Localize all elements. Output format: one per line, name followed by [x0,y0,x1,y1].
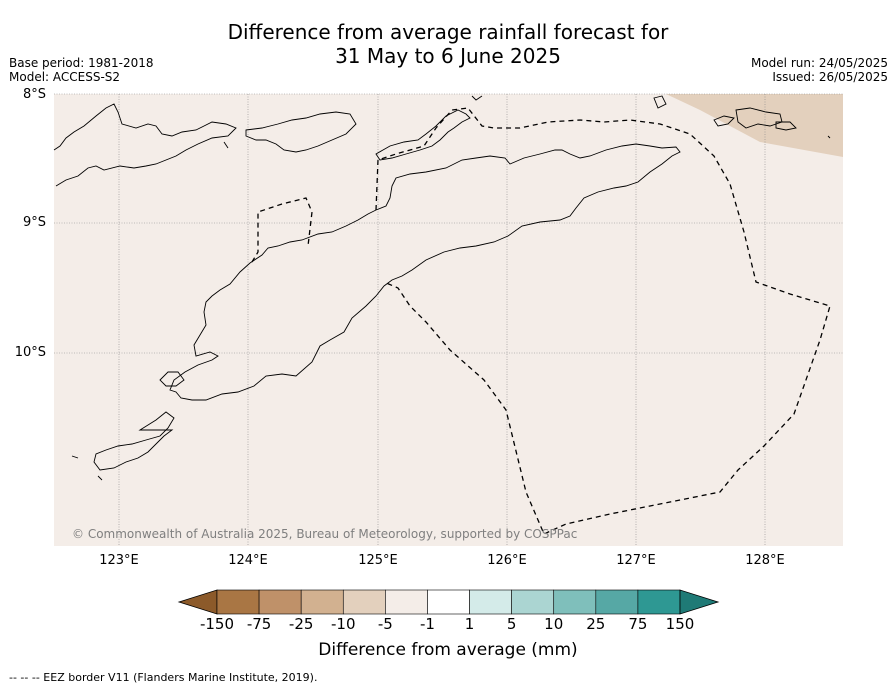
colorbar-title: Difference from average (mm) [318,640,578,660]
timor-coastline [169,143,681,401]
model-name: Model: ACCESS-S2 [9,70,121,84]
colorbar-tick-label: 1 [464,615,475,633]
colorbar-tick-label: -75 [246,615,272,633]
copyright-notice: © Commonwealth of Australia 2025, Bureau… [72,527,578,541]
colorbar-segment [258,589,302,615]
colorbar-tick-label: 10 [544,615,564,633]
model-info: Base period: 1981-2018 Model: ACCESS-S2 [9,56,154,84]
eez-legend-note: -- -- -- EEZ border V11 (Flanders Marine… [9,671,318,684]
colorbar-tick-label: 150 [665,615,695,633]
colorbar-extend-low [177,589,218,615]
colorbar-segment [300,589,344,615]
lat-tick-8s: 8°S [22,87,46,102]
colorbar-segment [595,589,639,615]
map-background [54,94,843,546]
base-period: Base period: 1981-2018 [9,56,154,70]
lat-tick-10s: 10°S [14,345,46,360]
lon-tick-128e: 128°E [745,553,785,568]
lon-tick-126e: 126°E [487,553,527,568]
eez-border [251,107,831,535]
small-islets [71,95,831,481]
colorbar-segment [385,589,428,615]
lat-tick-9s: 9°S [22,215,46,230]
colorbar-tick-label: 25 [586,615,606,633]
colorbar-segment [469,589,512,615]
run-info: Model run: 24/05/2025 Issued: 26/05/2025 [751,56,888,84]
colorbar-tick-label: 5 [506,615,517,633]
colorbar-tick-label: -150 [199,615,235,633]
colorbar-tick-label: -10 [331,615,356,633]
issued-date: Issued: 26/05/2025 [772,70,888,84]
model-run-date: Model run: 24/05/2025 [750,56,888,70]
lon-tick-124e: 124°E [228,553,268,568]
lon-tick-127e: 127°E [616,553,656,568]
colorbar-tick-label: 75 [628,615,648,633]
colorbar-segment [427,589,470,615]
alor-coastline [245,111,357,153]
lon-tick-125e: 125°E [358,553,398,568]
colorbar-tick-label: -1 [419,615,435,633]
northern-islands-coastline [53,103,237,187]
colorbar-segment [553,589,597,615]
colorbar-segment [216,589,260,615]
title-line-2: 31 May to 6 June 2025 [335,44,561,68]
wetar-coastline [375,109,471,161]
colorbar-extend-high [679,589,720,615]
colorbar-tick-label: -5 [377,615,393,633]
colorbar-segment [637,589,681,615]
colorbar-segment [511,589,555,615]
colorbar-segment [342,589,386,615]
title-line-1: Difference from average rainfall forecas… [227,20,669,44]
chart-title: Difference from average rainfall forecas… [0,20,896,68]
colorbar [177,589,720,615]
lon-tick-123e: 123°E [99,553,139,568]
colorbar-tick-label: -25 [288,615,314,633]
